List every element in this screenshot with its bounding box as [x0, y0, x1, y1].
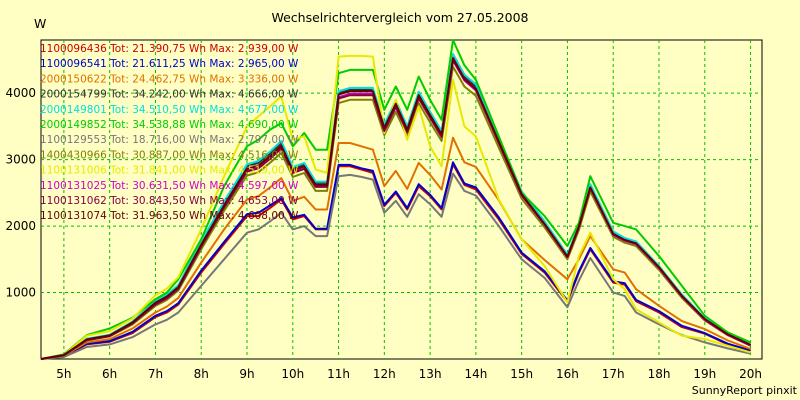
x-tick-label: 18h: [648, 367, 671, 381]
legend-entry-8: 1400430966 Tot: 30.887,00 Wh Max: 4.516,…: [40, 149, 299, 161]
legend: 1100096436 Tot: 21.390,75 Wh Max: 2.939,…: [40, 43, 299, 222]
x-tick-label: 12h: [373, 367, 396, 381]
y-tick-label: 1000: [5, 286, 36, 300]
legend-entry-9: 1100131006 Tot: 31.841,00 Wh Max: 4.519,…: [40, 165, 299, 177]
series-line-7: [40, 172, 751, 360]
legend-entry-10: 1100131025 Tot: 30.631,50 Wh Max: 4.597,…: [40, 180, 299, 192]
x-tick-label: 17h: [602, 367, 625, 381]
x-tick-label: 5h: [56, 367, 71, 381]
legend-entry-11: 1100131062 Tot: 30.843,50 Wh Max: 4.653,…: [40, 195, 299, 207]
legend-entry-5: 2000149801 Tot: 34.510,50 Wh Max: 4.677,…: [40, 104, 299, 116]
series-line-2: [40, 161, 751, 360]
x-axis-ticks: 5h 6h 7h 8h 9h 10h 11h 12h 13h 14h 15h 16h 17h 18h 19h…: [56, 367, 762, 381]
x-tick-label: 19h: [693, 367, 716, 381]
legend-entry-2: 1100096541 Tot: 21.611,25 Wh Max: 2.965,…: [40, 58, 299, 70]
series-line-12: [40, 58, 752, 360]
y-tick-label: 2000: [5, 219, 36, 233]
x-tick-label: 14h: [464, 367, 487, 381]
x-tick-label: 20h: [739, 367, 762, 381]
y-tick-label: 4000: [5, 86, 36, 100]
x-tick-label: 10h: [281, 367, 304, 381]
x-tick-label: 6h: [102, 367, 117, 381]
y-tick-label: 3000: [5, 153, 36, 167]
legend-entry-4: 2000154799 Tot: 34.242,00 Wh Max: 4.666,…: [40, 89, 299, 101]
legend-entry-6: 2000149852 Tot: 34.538,88 Wh Max: 4.690,…: [40, 119, 299, 131]
x-tick-label: 13h: [419, 367, 442, 381]
chart-title: Wechselrichtervergleich vom 27.05.2008: [271, 10, 528, 25]
legend-entry-12: 1100131074 Tot: 31.963,50 Wh Max: 4.608,…: [40, 210, 299, 222]
x-tick-label: 8h: [194, 367, 209, 381]
legend-entry-7: 1100129553 Tot: 18.716,00 Wh Max: 2.797,…: [40, 134, 299, 146]
x-tick-label: 11h: [327, 367, 350, 381]
x-tick-label: 7h: [148, 367, 163, 381]
legend-entry-3: 2000150622 Tot: 24.462,75 Wh Max: 3.336,…: [40, 73, 299, 85]
y-axis-ticks: 1000 2000 3000 4000: [5, 86, 36, 299]
series-lines: [40, 39, 752, 360]
footer-credit: SunnyReport pinxit: [692, 384, 798, 397]
series-line-6: [40, 39, 752, 360]
x-tick-label: 16h: [556, 367, 579, 381]
legend-entry-1: 1100096436 Tot: 21.390,75 Wh Max: 2.939,…: [40, 43, 299, 55]
x-tick-label: 9h: [239, 367, 254, 381]
series-line-9: [40, 54, 751, 360]
series-line-3: [40, 136, 751, 360]
y-axis-unit-label: W: [34, 16, 46, 31]
x-tick-label: 15h: [510, 367, 533, 381]
